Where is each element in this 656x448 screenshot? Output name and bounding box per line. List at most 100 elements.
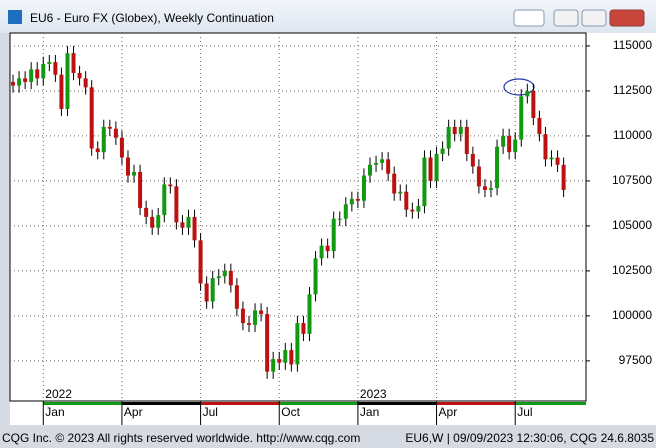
x-tick-label: Oct <box>281 405 300 419</box>
candle-body <box>277 359 282 363</box>
candle-body <box>246 323 251 325</box>
candle-body <box>107 126 112 129</box>
candle-body <box>89 87 94 149</box>
candle-body <box>446 126 451 149</box>
candle-body <box>210 278 215 302</box>
candle-body <box>313 258 318 295</box>
candle-body <box>398 191 403 194</box>
candle-body <box>53 62 58 75</box>
candle-body <box>283 350 288 363</box>
candle-body <box>192 216 197 241</box>
candle-body <box>537 117 542 135</box>
candle-body <box>368 164 372 176</box>
close-button[interactable] <box>609 9 645 27</box>
candle-body <box>11 81 16 86</box>
candle-body <box>343 204 348 219</box>
window-title: EU6 - Euro FX (Globex), Weekly Continuat… <box>30 11 274 25</box>
candle-body <box>156 215 161 228</box>
candle-body <box>271 359 276 372</box>
candle-body <box>392 173 397 194</box>
candle-body <box>77 72 82 79</box>
x-tick-label: Jul <box>517 405 532 419</box>
app-icon <box>8 10 22 24</box>
y-tick-label: 115000 <box>613 38 652 52</box>
candle-body <box>204 283 209 302</box>
candle-body <box>416 206 421 212</box>
candle-body <box>495 146 500 189</box>
year-label: 2022 <box>45 387 72 401</box>
candle-body <box>301 323 306 334</box>
quarter-strip <box>357 402 437 405</box>
candle-body <box>337 218 342 220</box>
candle-body <box>198 240 203 284</box>
candle-body <box>519 96 524 140</box>
candle-body <box>125 157 130 176</box>
candle-body <box>253 310 258 325</box>
candle-body <box>482 186 487 190</box>
candle-body <box>29 69 34 82</box>
candle-body <box>319 245 324 259</box>
candle-body <box>150 216 155 228</box>
candle-body <box>458 126 463 135</box>
candle-body <box>101 126 106 153</box>
candle-body <box>59 74 64 109</box>
candle-body <box>380 159 385 163</box>
candle-body <box>452 126 457 135</box>
candle-body <box>501 135 506 147</box>
x-tick-label: Jul <box>203 405 218 419</box>
maximize-button[interactable] <box>581 9 607 27</box>
candle-body <box>555 157 560 165</box>
candle-body <box>440 148 445 154</box>
candle-body <box>386 159 391 174</box>
candle-body <box>289 350 294 365</box>
candle-body <box>138 171 143 208</box>
candle-body <box>23 78 28 82</box>
x-tick-label: Apr <box>124 405 143 419</box>
candle-body <box>47 62 52 64</box>
candle-body <box>65 53 70 109</box>
year-label: 2023 <box>360 387 387 401</box>
candle-body <box>428 157 433 181</box>
candle-body <box>71 53 76 73</box>
quarter-strip <box>279 402 358 405</box>
highlight-ellipse <box>503 78 535 96</box>
candle-body <box>476 166 481 187</box>
quarter-strip <box>515 402 586 405</box>
minimize-button[interactable] <box>553 9 579 27</box>
candle-body <box>168 184 173 187</box>
candle-body <box>41 63 46 79</box>
plot-border <box>9 32 587 402</box>
x-tick-label: Jan <box>45 405 64 419</box>
candle-body <box>489 188 494 190</box>
candle-body <box>240 308 245 324</box>
candle-body <box>222 270 227 277</box>
candle-body <box>119 137 124 158</box>
x-tick-label: Apr <box>439 405 458 419</box>
candle-body <box>325 245 330 252</box>
candle-body <box>295 323 300 365</box>
candle-body <box>174 186 179 223</box>
y-tick-label: 102500 <box>612 263 652 277</box>
footer-left: CQG Inc. © 2023 All rights reserved worl… <box>2 431 360 445</box>
candle-body <box>234 285 239 309</box>
candle-body <box>162 184 167 216</box>
candle-body <box>464 126 469 154</box>
candle-body <box>216 276 221 279</box>
candle-body <box>434 153 439 181</box>
candle-body <box>35 69 40 79</box>
candle-body <box>549 157 554 160</box>
quarter-strip <box>436 402 516 405</box>
y-tick-label: 97500 <box>619 353 653 367</box>
y-tick-label: 110000 <box>613 128 652 142</box>
y-tick-label: 107500 <box>612 173 652 187</box>
y-tick-label: 105000 <box>612 218 652 232</box>
candle-body <box>17 78 22 86</box>
link-button[interactable] <box>513 9 545 27</box>
candle-body <box>259 310 264 315</box>
candle-body <box>180 222 185 228</box>
candle-body <box>113 128 118 138</box>
candle-body <box>83 78 88 88</box>
candle-body <box>374 162 379 165</box>
y-tick-label: 100000 <box>612 308 652 322</box>
